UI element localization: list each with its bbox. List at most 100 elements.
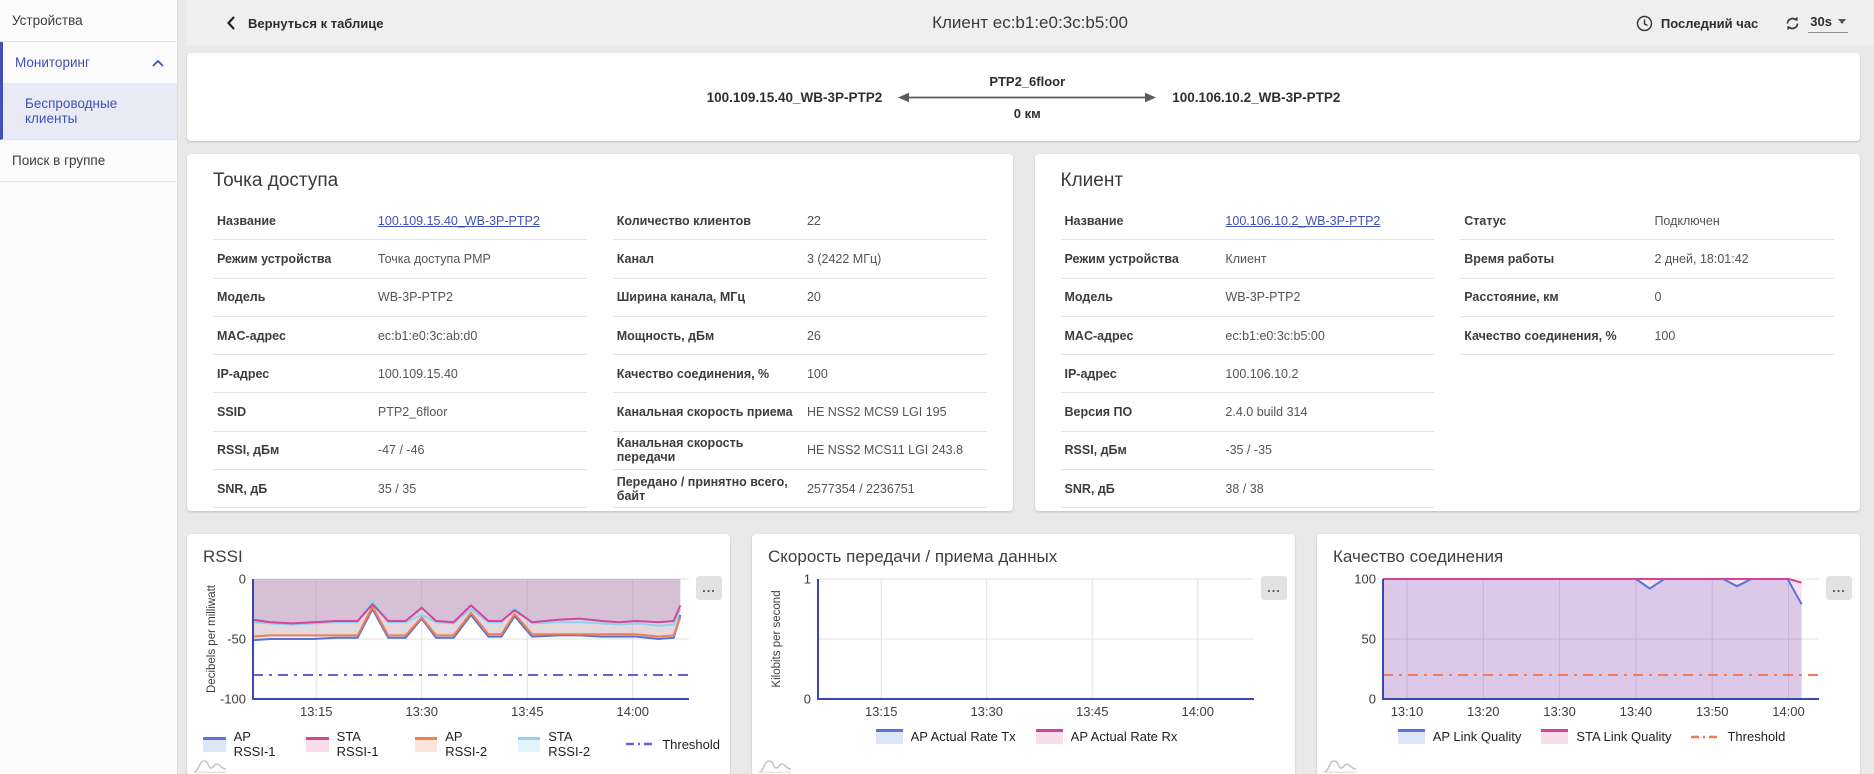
link-ssid: PTP2_6floor xyxy=(989,73,1066,89)
y-axis-label: Kilobits per second xyxy=(771,590,783,687)
legend-label: Threshold xyxy=(662,736,720,752)
svg-text:1: 1 xyxy=(804,572,811,587)
svg-text:13:30: 13:30 xyxy=(1543,704,1576,719)
time-range-control[interactable]: Последний час xyxy=(1636,15,1758,32)
legend-item[interactable]: AP Actual Rate Rx xyxy=(1035,729,1178,744)
legend-item[interactable]: AP Link Quality xyxy=(1397,729,1521,744)
chart-plot[interactable]: 100 50 0 13:10 13:20 13:30 13:40 13:50 14:00 xyxy=(1333,571,1833,723)
legend-item[interactable]: AP RSSI-1 xyxy=(203,729,286,759)
chart-title: Качество соединения xyxy=(1333,547,1504,566)
access-point-card: Точка доступа Название 100.109.15.40_WB-3… xyxy=(187,154,1013,511)
back-button[interactable]: Вернуться к таблице xyxy=(224,14,383,32)
legend-item-threshold[interactable]: Threshold xyxy=(1691,729,1785,744)
svg-text:13:30: 13:30 xyxy=(970,704,1003,719)
field-label: SSID xyxy=(217,405,247,420)
field-label: Передано / принятно всего, байт xyxy=(616,474,788,503)
table-row: SNR, дБ 35 / 35 xyxy=(213,470,587,509)
legend-swatch-icon xyxy=(203,736,226,752)
device-link[interactable]: 100.109.15.40_WB-3P-PTP2 xyxy=(377,213,540,228)
chart-legend: AP Actual Rate Tx AP Actual Rate Rx xyxy=(768,729,1285,744)
chart-menu-button[interactable]: ... xyxy=(1826,576,1852,600)
legend-item[interactable]: AP Actual Rate Tx xyxy=(875,729,1016,744)
link-quality-chart-card: Качество соединения... 100 50 0 13:10 13:20 13… xyxy=(1317,534,1860,774)
field-label: Название xyxy=(217,213,277,228)
legend-swatch-icon xyxy=(306,736,329,752)
legend-label: STA Link Quality xyxy=(1576,729,1672,744)
svg-text:0: 0 xyxy=(804,692,811,707)
sidebar-item-devices[interactable]: Устройства xyxy=(0,0,177,42)
field-label: RSSI, дБм xyxy=(1064,443,1127,458)
field-label: SNR, дБ xyxy=(1064,481,1115,496)
refresh-interval-select[interactable]: 30s xyxy=(1808,14,1848,33)
chart-plot[interactable]: 0 -50 -100 13:15 13:30 13:45 14:00 Decibels per… xyxy=(203,571,703,723)
legend-item[interactable]: STA RSSI-2 xyxy=(517,729,607,759)
sidebar-item-label: Мониторинг xyxy=(15,55,90,70)
svg-text:-50: -50 xyxy=(227,632,246,647)
svg-text:0: 0 xyxy=(1369,692,1376,707)
field-value: 35 / 35 xyxy=(377,481,417,496)
client-node-label: 100.106.10.2_WB-3P-PTP2 xyxy=(1172,89,1341,105)
legend-item[interactable]: AP RSSI-2 xyxy=(414,729,498,759)
field-label: Качество соединения, % xyxy=(616,366,770,381)
legend-label: AP Actual Rate Tx xyxy=(910,729,1016,744)
field-value: 22 xyxy=(806,213,821,228)
field-label: Версия ПО xyxy=(1064,405,1133,420)
legend-item[interactable]: STA Link Quality xyxy=(1541,729,1671,744)
svg-text:13:50: 13:50 xyxy=(1696,704,1729,719)
chart-menu-button[interactable]: ... xyxy=(696,576,722,600)
field-value: WB-3P-PTP2 xyxy=(1225,290,1301,305)
table-row: Качество соединения, % 100 xyxy=(1460,317,1834,356)
table-row: Статус Подключен xyxy=(1460,202,1834,241)
sidebar-item-label: Беспроводные клиенты xyxy=(25,96,118,126)
rssi-chart-card: RSSI... 0 -50 -100 13:15 13:30 13:45 14:00 Decib… xyxy=(187,534,730,774)
field-value: Точка доступа PMP xyxy=(377,251,491,266)
legend-item-threshold[interactable]: Threshold xyxy=(626,737,720,752)
field-value: 100 xyxy=(806,366,828,381)
field-value: HE NSS2 MCS9 LGI 195 xyxy=(806,405,947,420)
zoom-preview-icon[interactable] xyxy=(193,757,227,773)
table-row: IP-адрес 100.106.10.2 xyxy=(1060,355,1435,394)
table-row: MAC-адрес ec:b1:e0:3c:ab:d0 xyxy=(213,317,587,356)
table-row: Передано / принятно всего, байт 2577354 /… xyxy=(612,470,987,509)
chart-title: RSSI xyxy=(203,547,243,566)
field-value: 26 xyxy=(806,328,821,343)
legend-item[interactable]: STA RSSI-1 xyxy=(306,729,395,759)
svg-text:13:40: 13:40 xyxy=(1620,704,1653,719)
chart-menu-button[interactable]: ... xyxy=(1261,576,1287,600)
field-value: HE NSS2 MCS11 LGI 243.8 xyxy=(806,443,964,458)
svg-text:13:15: 13:15 xyxy=(300,704,333,719)
table-row: Модель WB-3P-PTP2 xyxy=(1060,279,1435,317)
field-label: Режим устройства xyxy=(1064,251,1179,266)
field-label: SNR, дБ xyxy=(217,481,268,496)
chart-plot[interactable]: 1 0 13:15 13:30 13:45 14:00 Kilobits per secon… xyxy=(768,571,1268,723)
svg-text:13:10: 13:10 xyxy=(1391,704,1424,719)
chart-title: Скорость передачи / приема данных xyxy=(768,547,1058,566)
device-link[interactable]: 100.106.10.2_WB-3P-PTP2 xyxy=(1225,213,1381,228)
zoom-preview-icon[interactable] xyxy=(758,757,792,773)
refresh-icon xyxy=(1786,16,1799,30)
field-label: RSSI, дБм xyxy=(217,443,280,458)
field-label: Канальная скорость приема xyxy=(616,405,793,420)
threshold-dash-icon xyxy=(626,742,655,746)
field-value: -47 / -46 xyxy=(377,443,425,458)
legend-label: AP Actual Rate Rx xyxy=(1070,729,1178,744)
card-title: Точка доступа xyxy=(213,170,339,191)
zoom-preview-icon[interactable] xyxy=(1323,757,1357,773)
field-value: Подключен xyxy=(1654,213,1720,228)
table-row: IP-адрес 100.109.15.40 xyxy=(213,355,587,394)
sidebar-item-group-search[interactable]: Поиск в группе xyxy=(0,140,177,182)
field-value: ec:b1:e0:3c:b5:00 xyxy=(1225,328,1325,343)
threshold-dash-icon xyxy=(1691,735,1720,738)
sidebar-item-wireless-clients[interactable]: Беспроводные клиенты xyxy=(3,83,177,139)
field-label: Качество соединения, % xyxy=(1464,328,1617,343)
table-row: Канальная скорость приема HE NSS2 MCS9 LG… xyxy=(612,393,987,432)
field-label: Расстояние, км xyxy=(1464,290,1559,305)
field-value: -35 / -35 xyxy=(1225,443,1272,458)
link-distance: 0 км xyxy=(1013,105,1041,121)
sidebar-item-monitoring[interactable]: Мониторинг xyxy=(3,42,177,83)
legend-label: AP RSSI-2 xyxy=(445,729,488,759)
field-value: ec:b1:e0:3c:ab:d0 xyxy=(377,328,478,343)
field-value: 3 (2422 МГц) xyxy=(806,251,882,266)
refresh-control[interactable]: 30s xyxy=(1784,14,1848,33)
